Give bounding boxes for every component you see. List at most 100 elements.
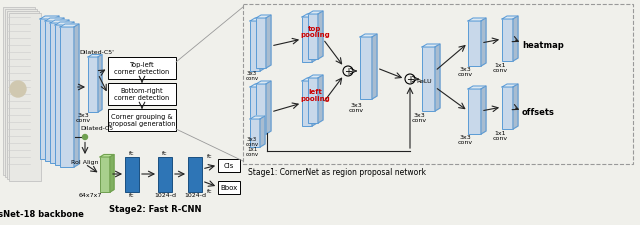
FancyBboxPatch shape	[256, 19, 266, 69]
Text: 64x7x7: 64x7x7	[78, 193, 102, 198]
FancyBboxPatch shape	[108, 110, 176, 131]
Polygon shape	[318, 12, 323, 60]
Polygon shape	[372, 35, 377, 99]
Polygon shape	[308, 12, 323, 15]
Polygon shape	[266, 82, 271, 134]
Text: 1x1
conv: 1x1 conv	[492, 130, 508, 141]
Text: 1x1
conv: 1x1 conv	[492, 62, 508, 73]
Text: Stage1: CornerNet as region proposal network: Stage1: CornerNet as region proposal net…	[248, 168, 426, 177]
Text: Top-left
corner detection: Top-left corner detection	[115, 62, 170, 75]
Text: offsets: offsets	[522, 108, 555, 117]
FancyBboxPatch shape	[502, 88, 513, 129]
Text: 3x3
conv: 3x3 conv	[245, 136, 259, 147]
Text: 3x3
conv: 3x3 conv	[412, 112, 427, 123]
Text: +: +	[344, 67, 352, 77]
Text: fc: fc	[129, 193, 135, 198]
Polygon shape	[250, 85, 265, 88]
FancyBboxPatch shape	[218, 181, 240, 194]
Text: 3x3
conv: 3x3 conv	[458, 66, 472, 77]
Text: RoI Align: RoI Align	[71, 160, 99, 165]
FancyBboxPatch shape	[502, 20, 513, 62]
Polygon shape	[100, 155, 114, 157]
Polygon shape	[302, 15, 317, 18]
Polygon shape	[308, 76, 323, 79]
FancyBboxPatch shape	[60, 28, 74, 167]
Text: 3x3
conv: 3x3 conv	[245, 70, 259, 81]
Polygon shape	[110, 155, 114, 192]
Text: 3x3
conv: 3x3 conv	[458, 134, 472, 145]
Text: ResNet-18 backbone: ResNet-18 backbone	[0, 209, 84, 218]
Polygon shape	[250, 117, 265, 119]
Text: 1x1
conv: 1x1 conv	[245, 146, 259, 157]
Text: Cls: Cls	[224, 163, 234, 169]
Text: top
pooling: top pooling	[300, 25, 330, 38]
Polygon shape	[40, 17, 59, 20]
FancyBboxPatch shape	[188, 157, 202, 192]
Polygon shape	[481, 87, 486, 134]
FancyBboxPatch shape	[302, 18, 312, 63]
FancyBboxPatch shape	[250, 22, 260, 72]
FancyBboxPatch shape	[3, 8, 35, 175]
FancyBboxPatch shape	[40, 20, 54, 159]
Text: Dilated-C5: Dilated-C5	[81, 125, 113, 130]
FancyBboxPatch shape	[100, 157, 110, 192]
FancyBboxPatch shape	[468, 90, 481, 134]
Polygon shape	[260, 85, 265, 137]
Text: Bottom-right
corner detection: Bottom-right corner detection	[115, 88, 170, 101]
Polygon shape	[266, 16, 271, 69]
Text: ReLU: ReLU	[416, 79, 431, 84]
Polygon shape	[45, 19, 64, 22]
Text: fc: fc	[162, 151, 168, 156]
FancyBboxPatch shape	[50, 24, 64, 163]
Polygon shape	[468, 19, 486, 22]
Polygon shape	[256, 16, 271, 19]
Polygon shape	[312, 79, 317, 126]
FancyBboxPatch shape	[308, 79, 318, 124]
Polygon shape	[481, 19, 486, 67]
Polygon shape	[468, 87, 486, 90]
Text: 3x3
conv: 3x3 conv	[348, 102, 364, 113]
Polygon shape	[88, 55, 102, 58]
Text: Stage2: Fast R-CNN: Stage2: Fast R-CNN	[109, 205, 201, 214]
FancyBboxPatch shape	[108, 58, 176, 80]
FancyBboxPatch shape	[158, 157, 172, 192]
FancyBboxPatch shape	[250, 119, 260, 147]
Text: Corner grouping &
proposal generation: Corner grouping & proposal generation	[108, 114, 176, 127]
Polygon shape	[302, 79, 317, 82]
FancyBboxPatch shape	[88, 58, 98, 112]
Polygon shape	[60, 25, 79, 28]
Polygon shape	[435, 45, 440, 112]
Polygon shape	[260, 117, 265, 147]
FancyBboxPatch shape	[125, 157, 139, 192]
FancyBboxPatch shape	[256, 85, 266, 134]
Polygon shape	[360, 35, 377, 38]
FancyBboxPatch shape	[422, 48, 435, 112]
Polygon shape	[64, 21, 69, 163]
Circle shape	[83, 135, 88, 140]
Text: 1024-d: 1024-d	[154, 193, 176, 198]
Polygon shape	[513, 17, 518, 62]
FancyBboxPatch shape	[9, 14, 41, 181]
Polygon shape	[312, 15, 317, 63]
Polygon shape	[502, 17, 518, 20]
Polygon shape	[69, 23, 74, 165]
Text: +: +	[406, 75, 414, 85]
Text: fc: fc	[207, 189, 213, 194]
Text: 3x3
conv: 3x3 conv	[76, 112, 91, 123]
Polygon shape	[50, 21, 69, 24]
Polygon shape	[502, 85, 518, 88]
Polygon shape	[98, 55, 102, 112]
FancyBboxPatch shape	[55, 26, 69, 165]
FancyBboxPatch shape	[360, 38, 372, 99]
FancyBboxPatch shape	[218, 159, 240, 172]
Polygon shape	[260, 19, 265, 72]
Text: Dilated-C5': Dilated-C5'	[79, 49, 115, 54]
Polygon shape	[318, 76, 323, 124]
FancyBboxPatch shape	[108, 84, 176, 106]
Polygon shape	[74, 25, 79, 167]
FancyBboxPatch shape	[302, 82, 312, 126]
Polygon shape	[422, 45, 440, 48]
Circle shape	[10, 82, 26, 98]
Text: left
pooling: left pooling	[300, 89, 330, 102]
Polygon shape	[250, 19, 265, 22]
